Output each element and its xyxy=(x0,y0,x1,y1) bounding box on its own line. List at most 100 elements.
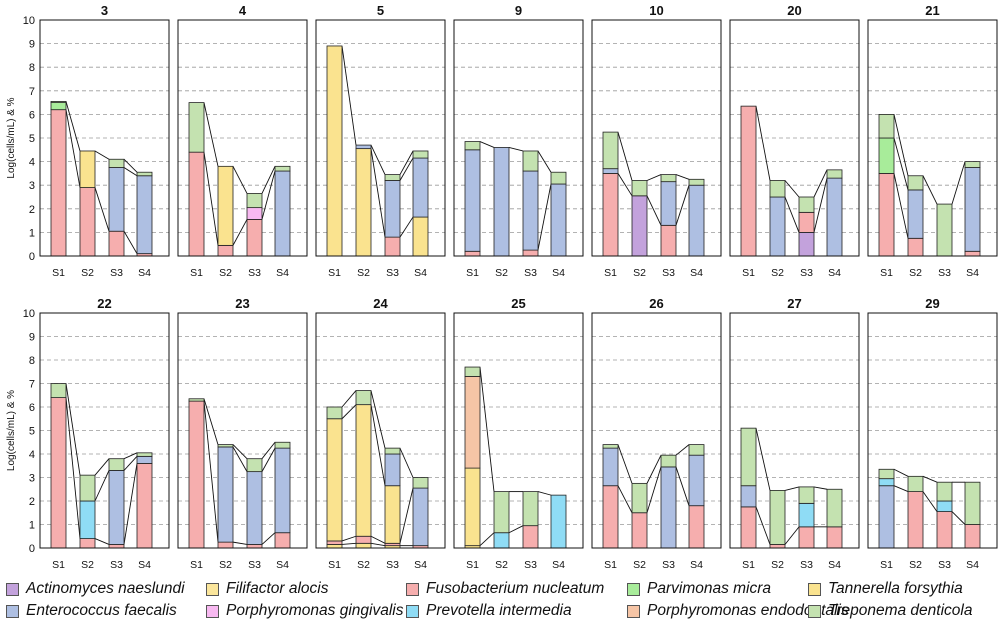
bar-segment-ef xyxy=(769,196,786,257)
y-tick-label: 4 xyxy=(29,449,35,461)
connector-line xyxy=(537,491,552,496)
connector-line xyxy=(893,468,909,477)
connector-line xyxy=(813,486,828,490)
connector-line xyxy=(341,390,357,408)
x-tick-label: S3 xyxy=(662,559,675,571)
connector-line xyxy=(123,456,138,471)
x-tick-label: S1 xyxy=(466,267,479,279)
y-tick-label: 2 xyxy=(29,496,35,508)
connector-line xyxy=(261,441,276,459)
panel-title: 25 xyxy=(511,296,525,311)
connector-line xyxy=(646,174,662,181)
connector-line xyxy=(675,174,690,180)
panel-26: 26 S1 S2 S3 S4 xyxy=(591,296,722,571)
bar-segment-td xyxy=(464,366,481,377)
bar-segment-fn xyxy=(79,538,96,549)
connector-line xyxy=(479,366,495,492)
bar-segment-ef xyxy=(274,170,291,257)
bar-segment-pe xyxy=(464,376,481,469)
bar-segment-ef xyxy=(522,170,539,251)
bar-segment-tf xyxy=(217,165,234,246)
bar-segment-td xyxy=(688,444,705,456)
bar-segment-td xyxy=(602,444,619,449)
legend-label: Parvimonas micra xyxy=(647,580,772,597)
panel-title: 20 xyxy=(787,3,801,18)
legend-item-pe: Porphyromonas endodontalis xyxy=(627,600,849,622)
panel-title: 4 xyxy=(239,3,247,18)
legend-item-pi: Prevotella intermedia xyxy=(406,600,572,622)
connector-line xyxy=(94,458,110,476)
y-tick-label: 3 xyxy=(29,180,35,192)
connector-line xyxy=(893,137,909,191)
bar-segment-ef xyxy=(826,177,843,257)
x-tick-label: S3 xyxy=(386,559,399,571)
connector-line xyxy=(370,144,386,175)
x-tick-label: S1 xyxy=(604,559,617,571)
panel-frame xyxy=(39,19,170,257)
panel-title: 9 xyxy=(515,3,522,18)
legend-swatch xyxy=(406,582,419,596)
y-tick-label: 7 xyxy=(29,86,35,98)
bar-segment-tf xyxy=(326,45,343,257)
connector-line xyxy=(399,157,414,181)
bar-segment-td xyxy=(326,406,343,420)
bar-segment-ef xyxy=(412,487,429,547)
y-tick-label: 9 xyxy=(29,39,35,51)
bar-segment-pi xyxy=(798,502,815,528)
bar-segment-ef xyxy=(108,470,125,545)
bar-segment-fn xyxy=(274,532,291,549)
x-tick-label: S2 xyxy=(633,267,646,279)
bar-segment-td xyxy=(907,175,924,191)
legend-swatch xyxy=(6,604,19,618)
bar-segment-td xyxy=(688,178,705,186)
bar-segment-td xyxy=(412,150,429,159)
legend-swatch xyxy=(6,582,19,596)
legend-item-pm: Parvimonas micra xyxy=(627,578,771,600)
y-tick-label: 8 xyxy=(29,355,35,367)
x-tick-label: S3 xyxy=(938,267,951,279)
bar-segment-fn xyxy=(50,109,67,257)
x-tick-label: S4 xyxy=(552,559,565,571)
bar-segment-ef xyxy=(217,446,234,543)
bar-segment-td xyxy=(631,482,648,514)
x-tick-label: S1 xyxy=(190,559,203,571)
legend-swatch xyxy=(627,604,640,618)
connector-line xyxy=(399,447,414,478)
connector-line xyxy=(232,219,248,246)
legend-item-fn: Fusobacterium nucleatum xyxy=(406,578,604,600)
x-tick-label: S1 xyxy=(466,559,479,571)
bar-segment-an xyxy=(631,195,648,257)
bar-segment-tf xyxy=(355,404,372,537)
y-tick-label: 6 xyxy=(29,109,35,121)
bar-segment-tf xyxy=(79,150,96,188)
bar-segment-fn xyxy=(188,151,205,257)
bar-segment-td xyxy=(798,196,815,213)
connector-line xyxy=(65,109,81,188)
legend-label: Actinomyces naeslundi xyxy=(26,580,185,597)
bar-segment-td xyxy=(964,481,981,525)
bar-segment-td xyxy=(188,102,205,153)
legend-swatch xyxy=(206,582,219,596)
legend-label: Enterococcus faecalis xyxy=(26,602,177,619)
x-tick-label: S1 xyxy=(328,267,341,279)
x-tick-label: S1 xyxy=(742,267,755,279)
connector-line xyxy=(479,532,495,546)
x-tick-label: S4 xyxy=(138,559,151,571)
bar-segment-fn xyxy=(246,219,263,257)
bar-segment-fn xyxy=(79,187,96,257)
bar-segment-fn xyxy=(936,511,953,549)
bar-segment-pi xyxy=(493,532,510,549)
bar-segment-td xyxy=(740,427,757,487)
panel-4: 4 S1 S2 S3 S4 xyxy=(177,3,308,279)
panel-24: 24 S1 S2 S3 S4 xyxy=(315,296,446,571)
connector-line xyxy=(341,535,357,542)
bar-segment-tf xyxy=(412,216,429,257)
bar-segment-fn xyxy=(769,544,786,549)
bar-segment-pi xyxy=(550,494,567,549)
panel-25: 25 S1 S2 S3 S4 xyxy=(453,296,584,571)
panel-frame xyxy=(591,312,722,549)
y-tick-label: 5 xyxy=(29,133,35,145)
bar-segment-td xyxy=(660,454,677,468)
connector-line xyxy=(399,216,414,238)
bar-segment-td xyxy=(412,477,429,489)
